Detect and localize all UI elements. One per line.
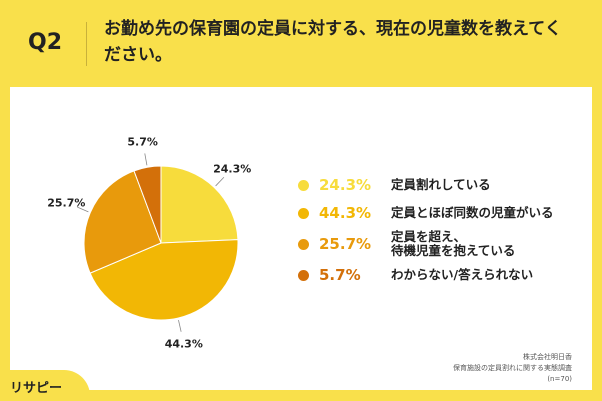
question-text: お勤め先の保育園の定員に対する、現在の児童数を教えてください。 [104, 19, 562, 65]
chart-panel: 24.3% 44.3% 25.7% 5.7% 24.3% 定員割れしている 44.3% 定員… [10, 87, 592, 390]
brand-logo: リサピー [0, 370, 90, 401]
source-survey: 保育施設の定員割れに関する実態調査 [453, 364, 572, 372]
question-number: Q2 [28, 30, 63, 55]
legend-label: わからない/答えられない [391, 268, 533, 282]
legend: 24.3% 定員割れしている 44.3% 定員とほぼ同数の児童がいる 25.7% 定員を超… [298, 172, 588, 290]
legend-item-1: 44.3% 定員とほぼ同数の児童がいる [298, 200, 588, 226]
pie-label-0: 24.3% [213, 163, 251, 176]
source-note: 株式会社明日香 保育施設の定員割れに関する実態調査 (n=70) [453, 352, 572, 385]
legend-percent: 25.7% [319, 235, 372, 253]
legend-percent: 24.3% [319, 176, 372, 194]
pie-slice-0 [160, 165, 239, 244]
legend-color-dot [298, 179, 309, 191]
legend-percent: 44.3% [319, 204, 372, 222]
legend-label-line: わからない/答えられない [391, 267, 534, 282]
legend-label-line: 定員とほぼ同数の児童がいる [391, 205, 554, 220]
source-company: 株式会社明日香 [523, 353, 572, 361]
legend-color-dot [298, 269, 309, 281]
pie-chart: 24.3% 44.3% 25.7% 5.7% [47, 136, 251, 351]
pie-label-3: 5.7% [127, 136, 158, 149]
legend-color-dot [298, 207, 309, 219]
legend-item-2: 25.7% 定員を超え、 待機児童を抱えている [298, 228, 588, 260]
legend-label: 定員を超え、 待機児童を抱えている [391, 230, 515, 258]
pie-label-2: 25.7% [47, 196, 85, 209]
source-sample-size: (n=70) [547, 375, 572, 383]
pie-slice-1 [89, 239, 239, 321]
legend-item-3: 5.7% わからない/答えられない [298, 262, 588, 288]
logo-text: リサピー [10, 381, 63, 396]
legend-percent: 5.7% [319, 266, 361, 284]
pie-slice-2 [83, 170, 162, 274]
leader-line-2 [77, 206, 89, 213]
leader-line-0 [215, 176, 225, 187]
legend-label: 定員とほぼ同数の児童がいる [391, 206, 554, 220]
legend-label-line: 待機児童を抱えている [391, 243, 516, 258]
pie-slice-3 [133, 165, 162, 244]
legend-label-line: 定員割れしている [391, 177, 491, 192]
leader-line-3 [144, 153, 148, 166]
legend-item-0: 24.3% 定員割れしている [298, 172, 588, 198]
header-divider [86, 22, 87, 66]
pie-label-1: 44.3% [165, 337, 203, 350]
legend-color-dot [298, 238, 309, 250]
leader-line-1 [178, 319, 182, 332]
legend-label: 定員割れしている [391, 178, 491, 192]
legend-label-line: 定員を超え、 [391, 229, 467, 244]
